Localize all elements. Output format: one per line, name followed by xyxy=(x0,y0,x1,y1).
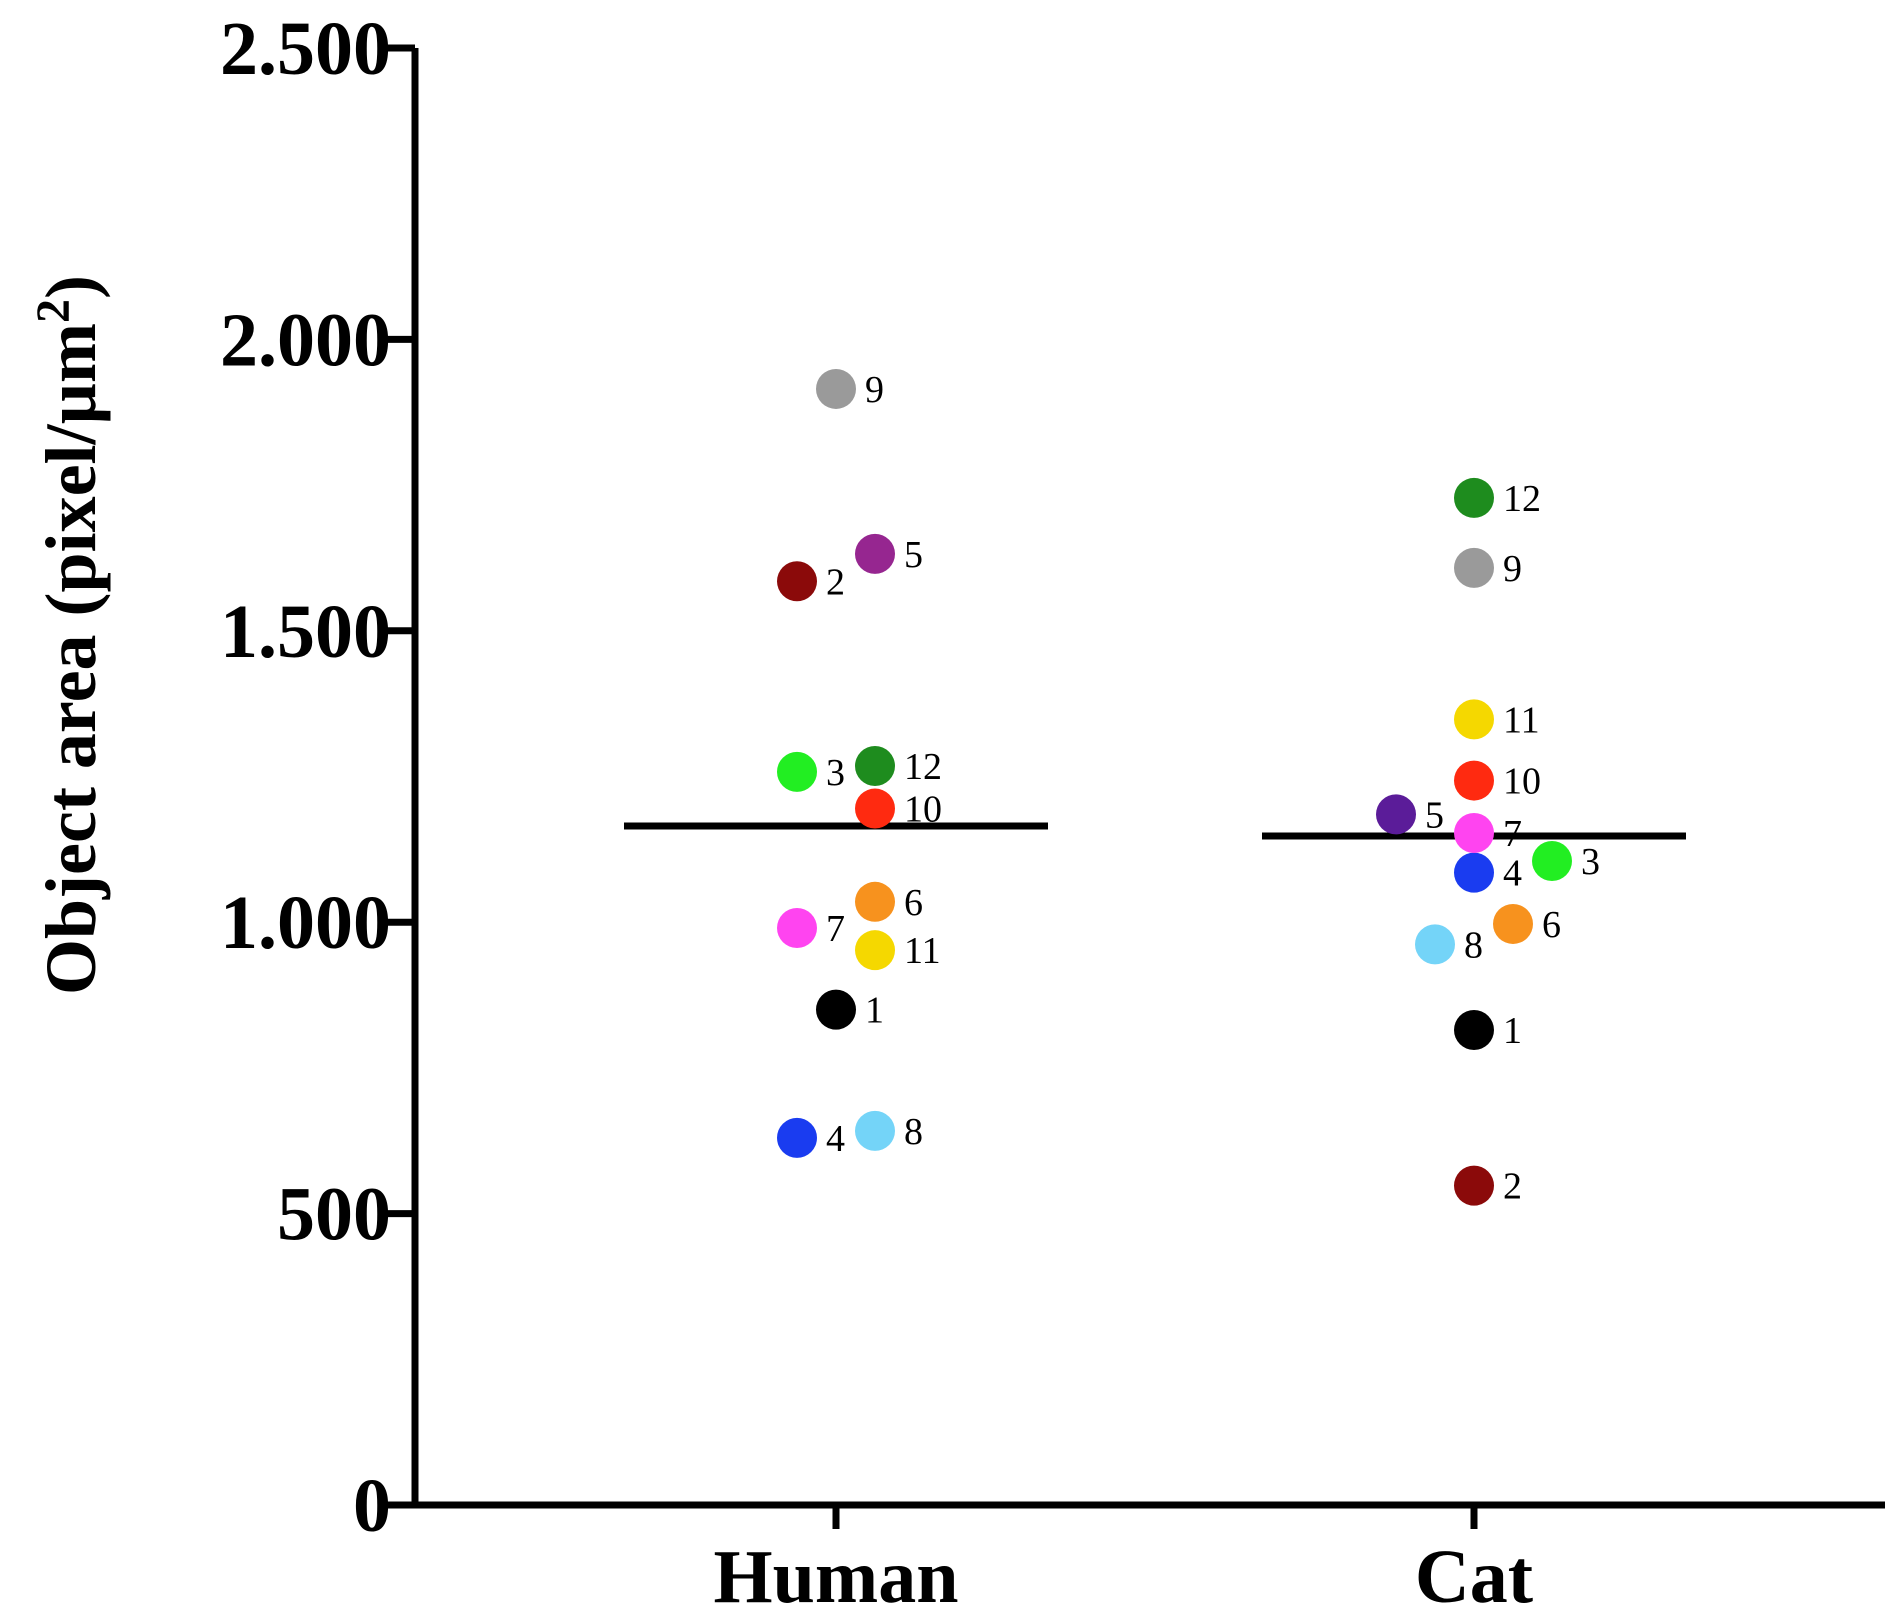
y-axis-ticks: 0 500 1.000 1.500 2.000 2.500 xyxy=(220,7,415,1548)
point-label: 2 xyxy=(826,561,845,603)
data-point xyxy=(1415,924,1455,965)
y-tick-label: 500 xyxy=(277,1173,391,1257)
point-label: 6 xyxy=(1542,904,1561,946)
data-point xyxy=(777,561,817,602)
data-point xyxy=(816,989,856,1030)
point-label: 5 xyxy=(904,534,923,576)
data-point xyxy=(777,1117,817,1158)
point-label: 3 xyxy=(1581,841,1600,883)
point-label: 7 xyxy=(1503,813,1522,855)
point-label: 9 xyxy=(865,369,884,411)
point-label: 4 xyxy=(1503,853,1522,895)
point-label: 9 xyxy=(1503,548,1522,590)
data-point xyxy=(1493,903,1533,944)
x-category-label: Cat xyxy=(1415,1535,1533,1615)
point-label: 10 xyxy=(904,789,942,831)
data-point xyxy=(816,368,856,409)
point-label: 8 xyxy=(1464,924,1483,966)
y-axis-title: Object area (pixel/µm2) xyxy=(27,275,112,995)
data-point xyxy=(1532,841,1572,882)
x-category-label: Human xyxy=(714,1535,959,1615)
point-label: 5 xyxy=(1425,794,1444,836)
y-tick-label: 2.000 xyxy=(220,298,391,382)
data-point xyxy=(1454,852,1494,893)
data-point xyxy=(855,930,895,971)
y-tick-label: 1.000 xyxy=(220,881,391,965)
point-label: 11 xyxy=(904,930,941,972)
point-label: 4 xyxy=(826,1118,845,1160)
data-point xyxy=(855,1110,895,1151)
point-label: 6 xyxy=(904,882,923,924)
data-point xyxy=(1454,813,1494,854)
mean-lines xyxy=(624,822,1686,840)
point-label: 12 xyxy=(1503,478,1541,520)
point-label: 2 xyxy=(1503,1166,1522,1208)
point-label: 12 xyxy=(904,746,942,788)
point-label: 8 xyxy=(904,1111,923,1153)
x-axis-ticks: Human Cat xyxy=(714,1505,1533,1615)
data-point xyxy=(1454,760,1494,801)
data-point xyxy=(1454,699,1494,740)
point-label: 7 xyxy=(826,908,845,950)
data-point xyxy=(777,908,817,949)
data-point xyxy=(855,788,895,829)
point-label: 10 xyxy=(1503,761,1541,803)
point-label: 1 xyxy=(865,990,884,1032)
y-tick-label: 2.500 xyxy=(220,7,391,91)
y-tick-label: 1.500 xyxy=(220,590,391,674)
point-label: 1 xyxy=(1503,1010,1522,1052)
data-point xyxy=(1454,1165,1494,1206)
point-label: 11 xyxy=(1503,699,1540,741)
data-point xyxy=(1454,477,1494,518)
data-point xyxy=(777,751,817,792)
y-tick-label: 0 xyxy=(353,1464,391,1548)
data-point xyxy=(1454,547,1494,588)
data-point xyxy=(855,533,895,574)
data-point xyxy=(855,881,895,922)
point-label: 3 xyxy=(826,752,845,794)
data-point xyxy=(1376,794,1416,835)
data-point xyxy=(1454,1010,1494,1051)
data-point xyxy=(855,746,895,787)
